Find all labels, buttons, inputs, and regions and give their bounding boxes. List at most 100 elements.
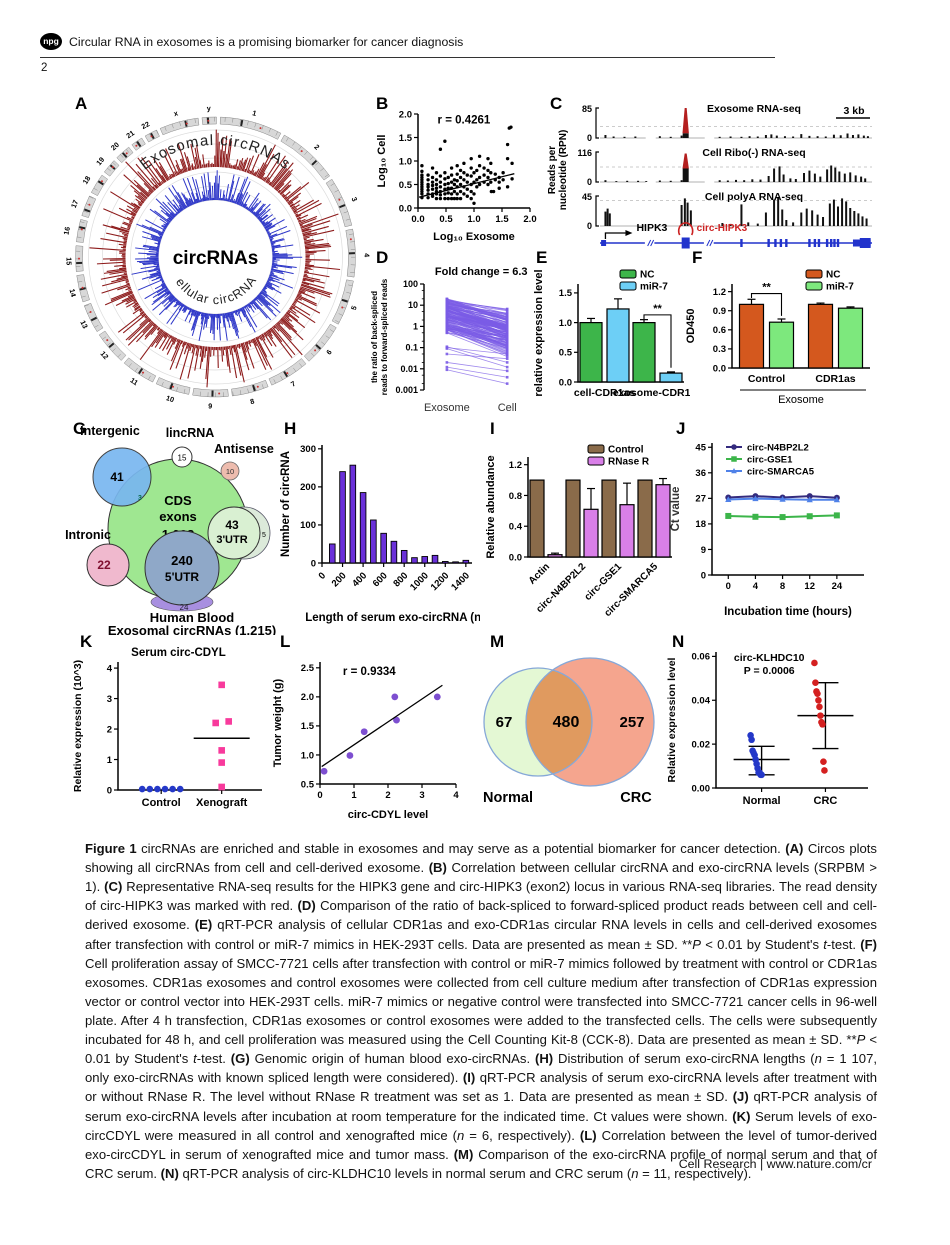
svg-text:0.001: 0.001 [395, 385, 418, 395]
svg-text:Tumor weight (g): Tumor weight (g) [272, 678, 284, 767]
panel-l-label: L [280, 632, 291, 651]
svg-text:1: 1 [107, 755, 113, 766]
svg-text:Serum circ-CDYL: Serum circ-CDYL [131, 647, 226, 659]
svg-text:100: 100 [403, 279, 418, 289]
svg-text:lincRNA: lincRNA [166, 426, 215, 440]
svg-text:0.5: 0.5 [399, 180, 413, 191]
svg-text:Reads per: Reads per [547, 146, 558, 194]
svg-text:0: 0 [317, 570, 329, 582]
figure-caption: Figure 1 circRNAs are enriched and stabl… [85, 841, 878, 1181]
tumor-correlation-scatter: 0.5 1.0 1.5 2.0 2.5 0 1 2 3 4 circ-CDYL level Tumor… [272, 662, 459, 821]
svg-text:exosome-CDR1as: exosome-CDR1as [613, 387, 690, 399]
svg-text:12: 12 [804, 581, 815, 592]
svg-text:11: 11 [129, 376, 140, 388]
svg-text:85: 85 [582, 104, 592, 114]
svg-text:y: y [207, 104, 211, 113]
svg-text:1400: 1400 [449, 570, 472, 593]
svg-text:the ratio of back-spliced: the ratio of back-spliced [370, 291, 379, 383]
panel-b-label: B [376, 94, 389, 113]
panel-d-label: D [376, 248, 389, 267]
svg-text:circ-CDYL level: circ-CDYL level [348, 809, 429, 821]
svg-text:27: 27 [695, 494, 706, 505]
svg-text:0.1: 0.1 [405, 343, 418, 353]
svg-text:10: 10 [226, 467, 234, 476]
serum-cdyl-dot-plot: 0 1 2 3 4 Control Xenograft Serum circ-CDYL Rela… [72, 647, 262, 809]
svg-text:19: 19 [94, 155, 106, 167]
svg-text:0.0: 0.0 [713, 363, 726, 374]
svg-text:miR-7: miR-7 [640, 282, 668, 293]
svg-text:Cell: Cell [498, 402, 517, 414]
svg-text:0.6: 0.6 [713, 325, 726, 336]
svg-text:41: 41 [110, 470, 124, 484]
svg-text:2: 2 [312, 142, 321, 151]
panel-k: K 0 1 2 3 4 Control Xenograft Serum circ-CDYL Re… [68, 630, 270, 824]
od450-bar-chart: 0.0 0.3 0.6 0.9 1.2 OD450 Control CDR1as NCmiR-7… [685, 269, 870, 406]
panel-j-label: J [676, 419, 686, 438]
panel-e-label: E [536, 248, 548, 267]
svg-text:0.5: 0.5 [559, 348, 573, 359]
panel-j: J 0 9 18 27 36 45 0 4 8 12 24 circ-N4BP2L2 circ-GSE1… [666, 415, 880, 621]
stability-line-chart: 0 9 18 27 36 45 0 4 8 12 24 circ-N4BP2L2circ-GSE1ci… [670, 442, 864, 618]
svg-text:0.02: 0.02 [692, 739, 711, 750]
panel-c: C 85 0 Exosome RNA-seq 116 0 Cell Ribo(-) RNA… [546, 92, 880, 252]
svg-text:Control: Control [748, 373, 785, 385]
normal-crc-venn: 67 480 257 Normal CRC [483, 657, 655, 806]
svg-text:8: 8 [780, 581, 785, 592]
svg-text:Exosome: Exosome [778, 394, 824, 406]
svg-text:**: ** [762, 282, 771, 294]
panel-h-label: H [284, 419, 297, 438]
svg-text:21: 21 [124, 128, 136, 140]
npg-logo: npg [40, 33, 62, 51]
svg-text:0.5: 0.5 [439, 214, 453, 225]
svg-text:2: 2 [107, 724, 112, 735]
svg-text:circ-KLHDC10: circ-KLHDC10 [734, 652, 805, 664]
svg-text:0.0: 0.0 [559, 377, 572, 388]
svg-text:Control: Control [608, 445, 644, 456]
svg-text:18: 18 [81, 174, 93, 186]
svg-text:0.4: 0.4 [509, 522, 523, 533]
svg-text:r = 0.4261: r = 0.4261 [438, 114, 491, 126]
svg-text:0.06: 0.06 [692, 652, 711, 663]
svg-text:1000: 1000 [408, 570, 431, 593]
svg-text:800: 800 [391, 570, 410, 589]
genomic-origin-venn: Intergenic lincRNA Antisense 41 3 15 10 CDSexon… [65, 424, 276, 635]
svg-text:cell-CDR1as: cell-CDR1as [574, 387, 635, 399]
svg-text:22: 22 [97, 558, 111, 572]
svg-text:0.00: 0.00 [692, 783, 711, 794]
svg-text:Antisense: Antisense [214, 442, 274, 456]
svg-text:480: 480 [553, 714, 580, 731]
svg-text:9: 9 [208, 401, 212, 410]
svg-text:RNase R: RNase R [608, 457, 650, 468]
panel-g: G Intergenic lincRNA Antisense 41 3 15 10 CDS ex… [58, 415, 286, 637]
svg-text:24: 24 [832, 581, 843, 592]
svg-text:14: 14 [68, 288, 79, 298]
svg-text:Log₁₀ Cell: Log₁₀ Cell [376, 135, 388, 188]
panel-m: M 67 480 257 Normal CRC [478, 630, 674, 824]
svg-text:1.0: 1.0 [399, 156, 412, 167]
svg-text:3: 3 [107, 694, 112, 705]
svg-text:circ-SMARCA5: circ-SMARCA5 [747, 466, 815, 477]
svg-text:Intergenic: Intergenic [80, 424, 140, 438]
svg-text:10: 10 [408, 300, 418, 310]
svg-text:1.0: 1.0 [559, 318, 572, 329]
svg-text:400: 400 [350, 570, 369, 589]
svg-text:Fold change = 6.3: Fold change = 6.3 [435, 266, 528, 278]
svg-text:6: 6 [324, 348, 334, 357]
panel-f: F 0.0 0.3 0.6 0.9 1.2 OD450 Control CDR1as NC miR… [680, 248, 880, 420]
panel-l: L 0.5 1.0 1.5 2.0 2.5 0 1 2 3 4 circ-CDYL level Tum… [268, 630, 472, 824]
panel-n-label: N [672, 632, 685, 651]
svg-text:13: 13 [78, 319, 90, 330]
svg-text:circRNAs: circRNAs [173, 248, 259, 269]
svg-text:0.0: 0.0 [411, 214, 424, 225]
svg-text:1.0: 1.0 [301, 750, 314, 761]
svg-text:CRC: CRC [814, 795, 838, 807]
svg-text:300: 300 [300, 444, 316, 455]
svg-text:100: 100 [300, 520, 316, 531]
footer-journal-line: Cell Research | www.nature.com/cr [678, 1157, 872, 1171]
svg-text:CDS: CDS [164, 493, 192, 508]
svg-text:2.0: 2.0 [523, 214, 536, 225]
svg-text:0: 0 [311, 558, 316, 569]
svg-text:2.5: 2.5 [301, 663, 315, 674]
